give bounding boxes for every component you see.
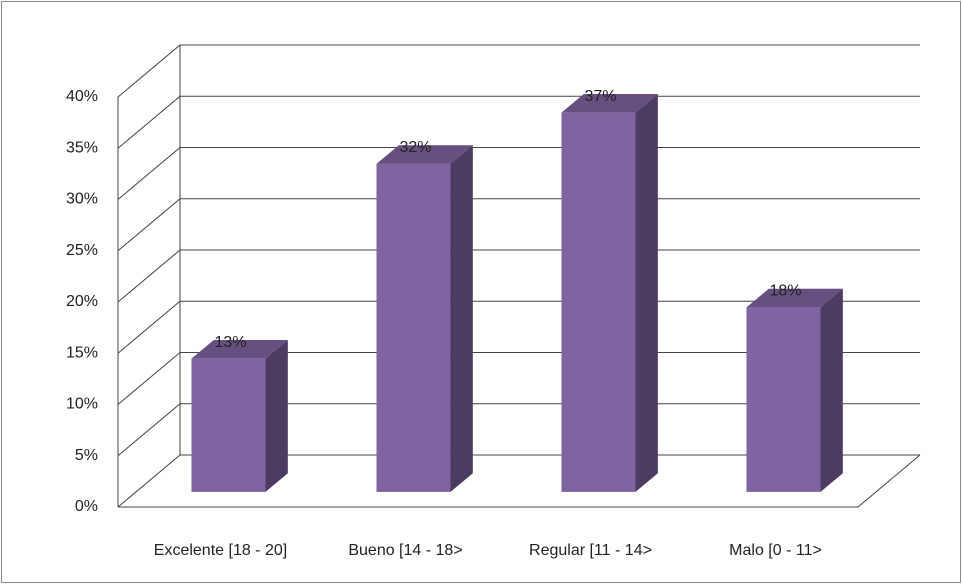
y-tick-label: 35% <box>66 139 98 156</box>
bar-top-shade <box>191 339 288 359</box>
y-tick-label: 40% <box>66 88 98 105</box>
x-tick-label: Bueno [14 - 18> <box>348 542 462 559</box>
grid-line <box>117 454 920 508</box>
bar <box>561 93 658 492</box>
y-tick-label: 15% <box>66 344 98 361</box>
bar-front <box>191 358 266 492</box>
y-tick-label: 25% <box>66 242 98 259</box>
bar-front <box>746 307 821 492</box>
y-tick-label: 30% <box>66 191 98 208</box>
y-tick-label: 10% <box>66 396 98 413</box>
bar <box>376 145 473 492</box>
bar-side <box>450 145 473 492</box>
bar-top <box>376 145 473 164</box>
bar <box>191 339 288 492</box>
bar-front <box>376 163 451 492</box>
floor <box>118 454 921 508</box>
bar-top-shade <box>561 93 658 113</box>
x-tick-label: Malo [0 - 11> <box>729 542 822 559</box>
data-label: 13% <box>214 334 246 351</box>
bar-side-shade <box>450 145 473 492</box>
grid-line <box>117 300 920 354</box>
grid-line <box>117 198 920 252</box>
y-tick-label: 5% <box>75 447 98 464</box>
bar-top <box>746 288 843 308</box>
grid-line <box>117 249 920 303</box>
x-tick-label: Regular [11 - 14> <box>529 542 652 559</box>
bar <box>746 288 843 492</box>
grid-line <box>117 352 920 405</box>
y-tick-label: 0% <box>75 498 98 515</box>
grid-line <box>117 147 920 200</box>
grid-line <box>117 95 920 149</box>
y-tick-label: 20% <box>66 293 98 310</box>
bar-side-shade <box>820 288 843 492</box>
data-label: 18% <box>769 283 801 300</box>
bar-top-shade <box>376 145 473 164</box>
bar-top-shade <box>746 288 843 308</box>
grid-line <box>117 44 920 98</box>
data-label: 37% <box>584 88 616 105</box>
bar-side-shade <box>635 93 658 492</box>
bar-side <box>820 288 843 492</box>
grid-line <box>117 403 920 457</box>
bar-side <box>265 339 288 492</box>
bar-top <box>191 339 288 359</box>
bar-side <box>635 93 658 492</box>
x-tick-label: Excelente [18 - 20] <box>154 542 287 559</box>
bar-top <box>561 93 658 113</box>
bar-side-shade <box>265 339 288 492</box>
bar-front <box>561 112 636 492</box>
data-label: 32% <box>399 139 431 156</box>
